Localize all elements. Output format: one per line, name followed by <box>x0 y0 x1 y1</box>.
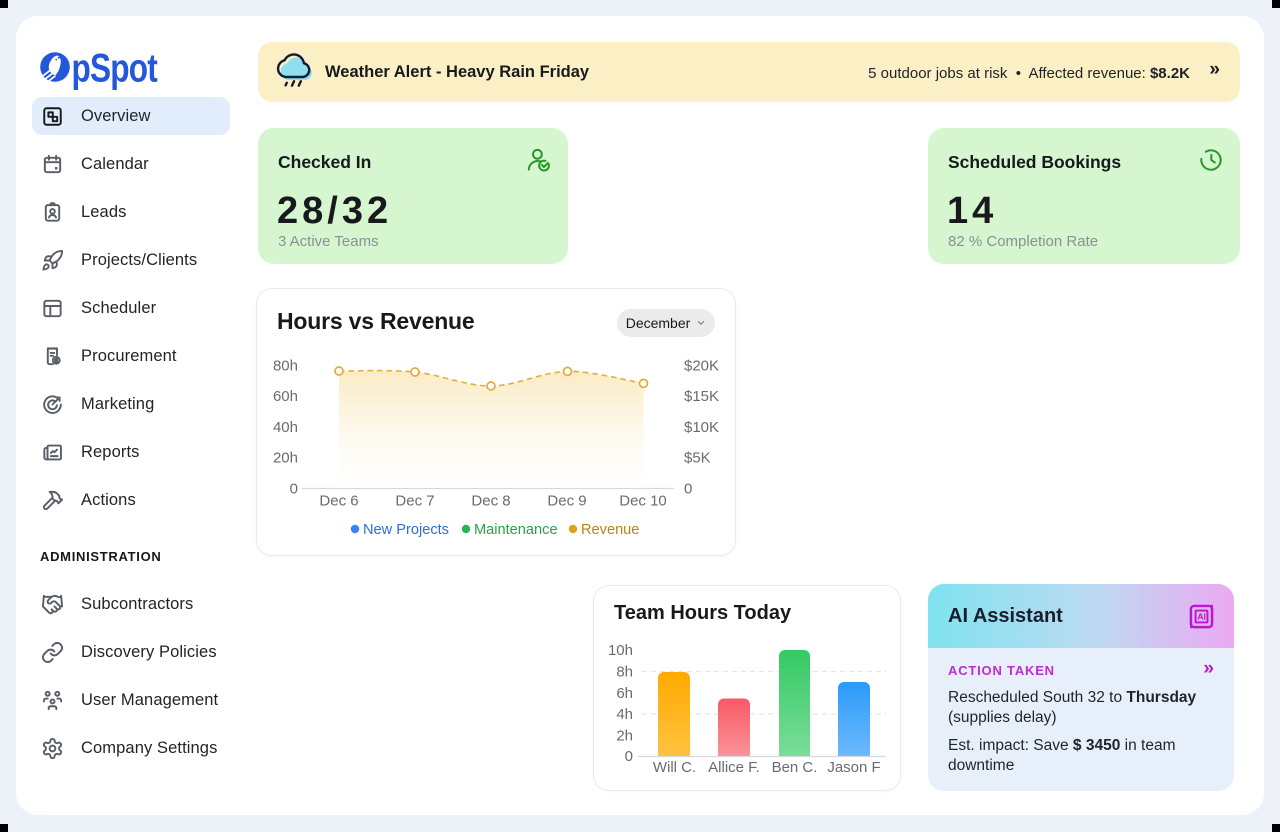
svg-text:$20K: $20K <box>684 358 719 375</box>
svg-text:Jason F: Jason F <box>827 759 880 776</box>
svg-text:$15K: $15K <box>684 388 719 405</box>
svg-text:20h: 20h <box>273 450 298 467</box>
svg-text:pSpot: pSpot <box>72 51 158 90</box>
svg-text:Dec 10: Dec 10 <box>619 493 667 510</box>
svg-text:4h: 4h <box>616 706 633 723</box>
svg-text:6h: 6h <box>616 685 633 702</box>
svg-text:Ben C.: Ben C. <box>772 759 818 776</box>
svg-text:Dec 6: Dec 6 <box>319 493 358 510</box>
svg-text:8h: 8h <box>616 664 633 681</box>
svg-text:10h: 10h <box>608 642 633 659</box>
svg-text:New Projects: New Projects <box>363 522 449 538</box>
svg-text:AI: AI <box>1197 612 1206 622</box>
svg-text:80h: 80h <box>273 358 298 375</box>
svg-text:Revenue: Revenue <box>581 522 639 538</box>
svg-text:$10K: $10K <box>684 419 719 436</box>
svg-text:2h: 2h <box>616 728 633 745</box>
svg-text:Dec 8: Dec 8 <box>471 493 510 510</box>
svg-text:Maintenance: Maintenance <box>474 522 558 538</box>
svg-text:$5K: $5K <box>684 450 711 467</box>
svg-text:60h: 60h <box>273 388 298 405</box>
svg-text:40h: 40h <box>273 419 298 436</box>
svg-text:Dec 7: Dec 7 <box>395 493 434 510</box>
svg-text:Allice F.: Allice F. <box>708 759 760 776</box>
svg-text:0: 0 <box>290 481 298 498</box>
svg-text:0: 0 <box>625 748 633 765</box>
svg-text:Dec 9: Dec 9 <box>547 493 586 510</box>
svg-text:Will C.: Will C. <box>653 759 696 776</box>
svg-text:0: 0 <box>684 481 692 498</box>
